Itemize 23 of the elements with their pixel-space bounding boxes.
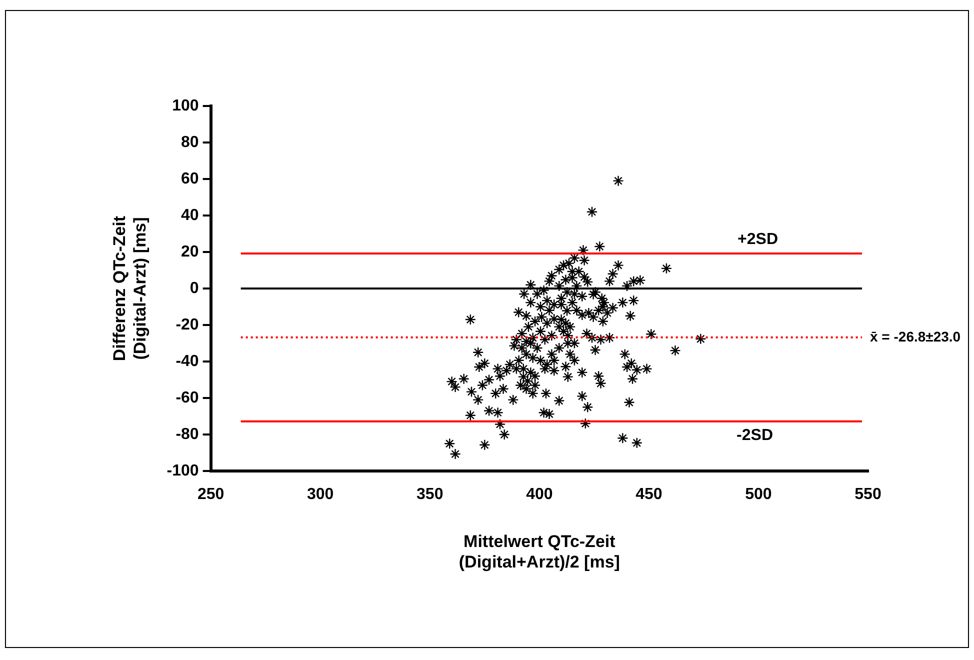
y-axis-title: Differenz QTc-Zeit (Digital-Arzt) [ms]	[110, 216, 150, 362]
y-tick-label: -20	[176, 316, 199, 334]
ref-line-label: x̄ = -26.8±23.0	[870, 328, 961, 344]
y-tick-label: -80	[176, 426, 199, 443]
y-tick-label: 0	[190, 280, 199, 297]
x-tick-label: 500	[745, 486, 772, 504]
ref-line-label: -2SD	[736, 426, 773, 444]
x-tick-label: 450	[636, 486, 662, 504]
y-tick-label: -100	[166, 462, 199, 480]
x-tick-label: 250	[197, 486, 224, 504]
y-tick-label: 20	[181, 243, 199, 260]
y-tick-label: 40	[181, 206, 199, 224]
x-tick-label: 550	[854, 486, 882, 504]
y-tick-label: -60	[176, 389, 199, 406]
x-tick-label: 350	[416, 486, 444, 504]
x-axis-title: Mittelwert QTc-Zeit (Digital+Arzt)/2 [ms]	[458, 532, 620, 572]
ref-line-label: +2SD	[738, 230, 778, 248]
y-tick-label: -40	[176, 352, 199, 370]
y-tick-label: 100	[172, 97, 199, 114]
y-tick-label: 80	[181, 134, 199, 151]
y-tick-label: 60	[181, 170, 199, 188]
x-tick-label: 300	[307, 486, 334, 504]
x-tick-label: 400	[526, 486, 553, 504]
